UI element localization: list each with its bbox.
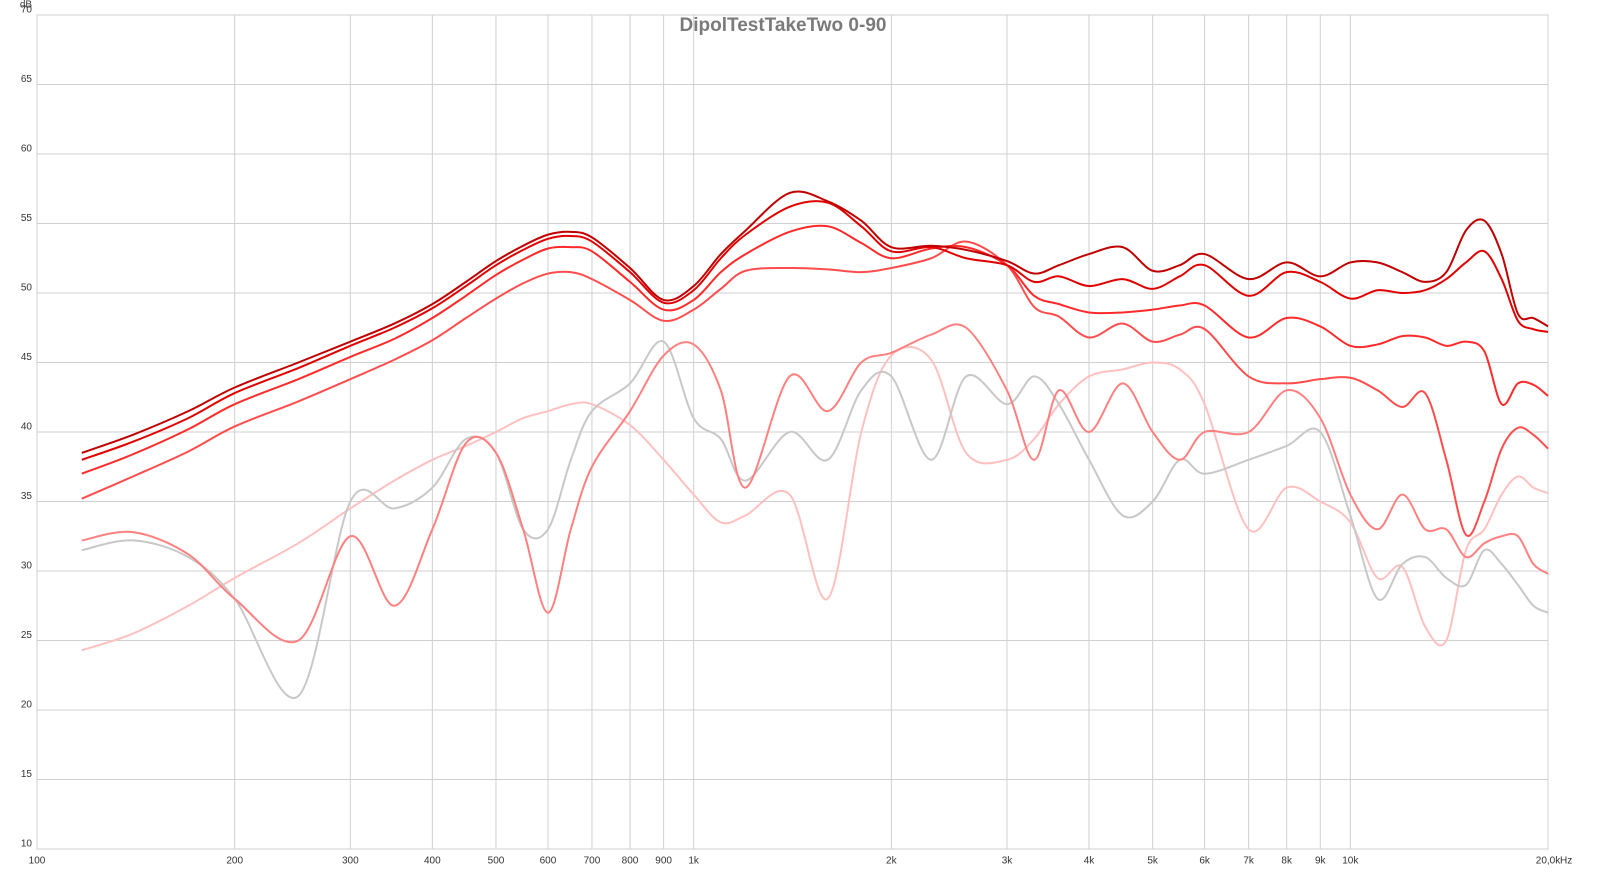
- x-tick-label: 9k: [1315, 856, 1327, 867]
- y-tick-label: 65: [21, 74, 33, 85]
- x-tick-label: 200: [226, 856, 243, 867]
- series-line: [81, 240, 1549, 538]
- y-axis-label: dB: [20, 0, 33, 11]
- series-line: [81, 224, 1549, 475]
- x-tick-label: 8k: [1281, 856, 1293, 867]
- x-tick-label: 2k: [886, 856, 898, 867]
- y-tick-label: 35: [21, 491, 33, 502]
- x-axis-label: Hz: [1560, 856, 1572, 867]
- series-line: [81, 190, 1549, 454]
- x-tick-label: 1k: [688, 856, 700, 867]
- x-tick-label: 20,0k: [1536, 856, 1561, 867]
- y-tick-label: 60: [21, 144, 33, 155]
- series-line: [81, 200, 1549, 461]
- y-tick-label: 10: [21, 839, 33, 850]
- x-tick-label: 600: [540, 856, 557, 867]
- y-tick-label: 15: [21, 769, 33, 780]
- y-tick-label: 70: [21, 5, 33, 16]
- series-line: [81, 346, 1549, 652]
- x-tick-label: 800: [622, 856, 639, 867]
- x-tick-label: 7k: [1243, 856, 1255, 867]
- x-tick-label: 900: [655, 856, 672, 867]
- series-line: [81, 340, 1549, 700]
- x-tick-label: 400: [424, 856, 441, 867]
- y-tick-label: 55: [21, 213, 33, 224]
- x-tick-label: 700: [584, 856, 601, 867]
- x-tick-label: 100: [29, 856, 46, 867]
- series-line: [81, 323, 1549, 644]
- y-tick-label: 50: [21, 283, 33, 294]
- y-tick-label: 30: [21, 561, 33, 572]
- x-tick-label: 300: [342, 856, 359, 867]
- x-tick-label: 5k: [1147, 856, 1159, 867]
- x-tick-label: 500: [488, 856, 505, 867]
- y-tick-label: 45: [21, 352, 33, 363]
- x-tick-label: 10k: [1342, 856, 1359, 867]
- x-tick-label: 6k: [1199, 856, 1211, 867]
- x-tick-label: 3k: [1002, 856, 1014, 867]
- y-tick-label: 20: [21, 700, 33, 711]
- y-tick-label: 25: [21, 630, 33, 641]
- chart-title: DipolTestTakeTwo 0-90: [680, 15, 887, 36]
- x-tick-label: 4k: [1084, 856, 1096, 867]
- y-tick-label: 40: [21, 422, 33, 433]
